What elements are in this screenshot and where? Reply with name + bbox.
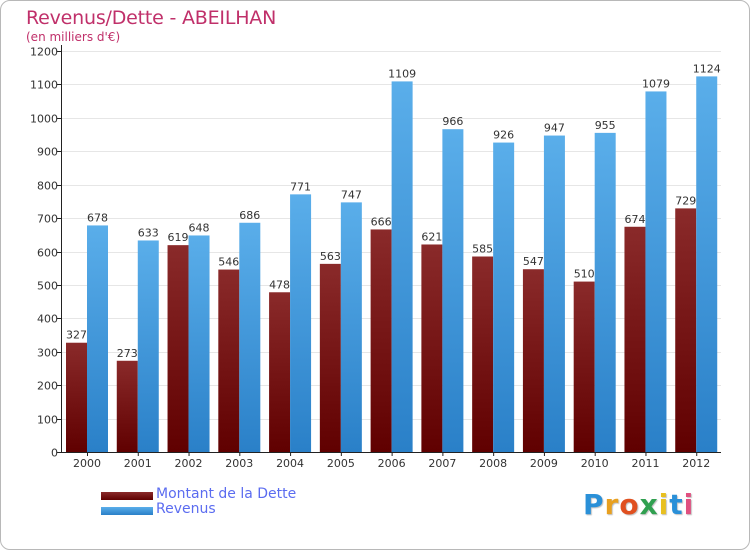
y-tick-label-1200: 1200	[30, 46, 58, 59]
bar-debt-2009	[522, 269, 544, 452]
data-label-revenue-2009: 947	[544, 122, 565, 135]
data-label-revenue-2010: 955	[595, 119, 616, 132]
x-tick-label-2005: 2005	[327, 457, 355, 470]
y-tick-label-0: 0	[51, 447, 58, 460]
data-label-revenue-2011: 1079	[642, 77, 670, 90]
data-label-revenue-2001: 633	[138, 226, 159, 239]
data-label-debt-2005: 563	[320, 250, 341, 263]
bar-revenue-2008	[493, 142, 515, 453]
bar-revenue-2011	[645, 91, 667, 452]
bar-revenue-2006	[391, 81, 413, 452]
data-label-revenue-2008: 926	[493, 129, 514, 142]
data-label-debt-2006: 666	[371, 215, 392, 228]
bar-revenue-2007	[442, 129, 464, 452]
y-tick-label-500: 500	[37, 280, 58, 293]
bar-debt-2012	[675, 208, 697, 452]
chart-title: Revenus/Dette - ABEILHAN	[26, 7, 277, 29]
bar-debt-2008	[472, 256, 494, 452]
data-label-debt-2007: 621	[421, 230, 442, 243]
bar-revenue-2012	[696, 76, 718, 452]
data-label-revenue-2003: 686	[239, 209, 260, 222]
bar-debt-2006	[370, 229, 392, 452]
logo-letter: P	[583, 488, 605, 521]
bar-debt-2000	[66, 342, 87, 452]
data-label-debt-2012: 729	[675, 194, 696, 207]
data-label-debt-2003: 546	[218, 256, 239, 269]
bars	[66, 76, 718, 453]
data-label-debt-2001: 273	[117, 347, 138, 360]
data-label-revenue-2005: 747	[341, 188, 362, 201]
bar-debt-2004	[269, 292, 291, 452]
y-tick-label-1000: 1000	[30, 113, 58, 126]
bar-debt-2005	[319, 263, 341, 452]
bar-debt-2002	[167, 245, 189, 452]
bar-revenue-2004	[290, 194, 312, 453]
x-tick-label-2001: 2001	[124, 457, 152, 470]
x-tick-label-2011: 2011	[631, 457, 659, 470]
logo-letter: o	[619, 488, 640, 521]
data-label-revenue-2002: 648	[189, 221, 210, 234]
data-label-debt-2002: 619	[168, 231, 189, 244]
x-tick-label-2003: 2003	[225, 457, 253, 470]
x-tick-label-2007: 2007	[428, 457, 456, 470]
x-tick-label-2006: 2006	[378, 457, 406, 470]
bar-debt-2003	[218, 269, 240, 452]
y-tick-label-600: 600	[37, 247, 58, 260]
bar-debt-2007	[421, 244, 443, 452]
data-label-revenue-2000: 678	[87, 211, 108, 224]
y-tick-label-100: 100	[37, 414, 58, 427]
data-label-debt-2000: 327	[66, 329, 87, 342]
axes: 0 100 200 300 400 500 600 700 800 900 1000 1100 1200…	[30, 45, 721, 470]
bar-debt-2001	[116, 360, 138, 452]
y-tick-label-1100: 1100	[30, 79, 58, 92]
bar-revenue-2009	[543, 135, 565, 452]
y-tick-label-900: 900	[37, 146, 58, 159]
bar-revenue-2003	[239, 222, 261, 452]
x-tick-label-2000: 2000	[73, 457, 101, 470]
chart-subtitle: (en milliers d'€)	[26, 30, 121, 44]
bar-debt-2010	[573, 281, 595, 452]
data-label-debt-2004: 478	[269, 278, 290, 291]
legend-swatch-debt	[101, 492, 153, 500]
y-tick-label-200: 200	[37, 380, 58, 393]
data-label-revenue-2006: 1109	[388, 67, 416, 80]
bar-revenue-2005	[340, 202, 362, 452]
x-tick-label-2010: 2010	[581, 457, 609, 470]
logo-letter: t	[669, 488, 684, 521]
logo-letter: i	[658, 488, 670, 521]
proxiti-logo: Proxiti	[583, 488, 694, 521]
logo-letter: r	[604, 488, 620, 521]
x-tick-label-2004: 2004	[276, 457, 304, 470]
legend-label-revenue: Revenus	[156, 501, 216, 517]
y-tick-label-800: 800	[37, 180, 58, 193]
data-label-debt-2009: 547	[523, 255, 544, 268]
x-tick-label-2012: 2012	[682, 457, 710, 470]
bar-revenue-2000	[87, 225, 108, 452]
data-label-debt-2008: 585	[472, 243, 493, 256]
data-label-debt-2010: 510	[574, 268, 595, 281]
bar-debt-2011	[624, 226, 646, 452]
bar-revenue-2001	[137, 240, 159, 452]
y-tick-label-700: 700	[37, 213, 58, 226]
legend-label-debt: Montant de la Dette	[156, 486, 297, 502]
data-label-revenue-2004: 771	[290, 180, 311, 193]
logo-letter: i	[683, 488, 695, 521]
x-tick-label-2002: 2002	[175, 457, 203, 470]
x-tick-label-2009: 2009	[530, 457, 558, 470]
data-label-revenue-2012: 1124	[693, 62, 721, 75]
data-label-revenue-2007: 966	[442, 115, 463, 128]
x-tick-label-2008: 2008	[479, 457, 507, 470]
bar-revenue-2002	[188, 235, 210, 452]
legend-swatch-revenue	[101, 507, 153, 515]
logo-letter: x	[639, 488, 659, 521]
data-label-debt-2011: 674	[624, 213, 645, 226]
y-tick-label-400: 400	[37, 313, 58, 326]
y-tick-label-300: 300	[37, 347, 58, 360]
bar-revenue-2010	[594, 132, 616, 452]
